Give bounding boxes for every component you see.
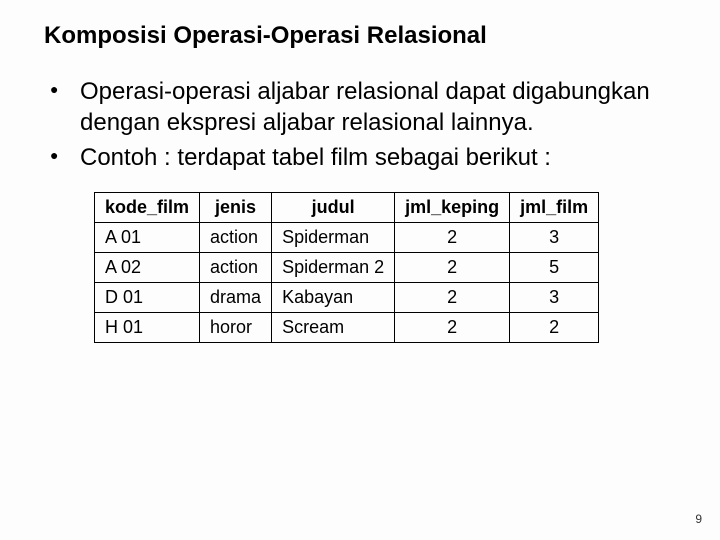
cell: 5 (510, 252, 599, 282)
cell: Kabayan (272, 282, 395, 312)
bullet-item: Operasi-operasi aljabar relasional dapat… (50, 76, 674, 138)
cell: 3 (510, 222, 599, 252)
col-header: kode_film (95, 192, 200, 222)
cell: action (200, 222, 272, 252)
col-header: judul (272, 192, 395, 222)
cell: 2 (510, 312, 599, 342)
cell: 2 (395, 252, 510, 282)
cell: H 01 (95, 312, 200, 342)
slide-title: Komposisi Operasi-Operasi Relasional (44, 22, 684, 50)
table-header-row: kode_film jenis judul jml_keping jml_fil… (95, 192, 599, 222)
cell: action (200, 252, 272, 282)
cell: 2 (395, 282, 510, 312)
table-row: A 01 action Spiderman 2 3 (95, 222, 599, 252)
film-table: kode_film jenis judul jml_keping jml_fil… (94, 192, 599, 343)
cell: D 01 (95, 282, 200, 312)
cell: Scream (272, 312, 395, 342)
col-header: jenis (200, 192, 272, 222)
bullet-list: Operasi-operasi aljabar relasional dapat… (36, 76, 684, 174)
cell: 2 (395, 312, 510, 342)
table-row: A 02 action Spiderman 2 2 5 (95, 252, 599, 282)
cell: A 02 (95, 252, 200, 282)
slide: Komposisi Operasi-Operasi Relasional Ope… (0, 0, 720, 540)
cell: 2 (395, 222, 510, 252)
page-number: 9 (695, 512, 702, 526)
cell: horor (200, 312, 272, 342)
cell: 3 (510, 282, 599, 312)
bullet-item: Contoh : terdapat tabel film sebagai ber… (50, 142, 674, 173)
cell: Spiderman (272, 222, 395, 252)
cell: A 01 (95, 222, 200, 252)
col-header: jml_keping (395, 192, 510, 222)
col-header: jml_film (510, 192, 599, 222)
cell: drama (200, 282, 272, 312)
cell: Spiderman 2 (272, 252, 395, 282)
table-row: H 01 horor Scream 2 2 (95, 312, 599, 342)
table-row: D 01 drama Kabayan 2 3 (95, 282, 599, 312)
